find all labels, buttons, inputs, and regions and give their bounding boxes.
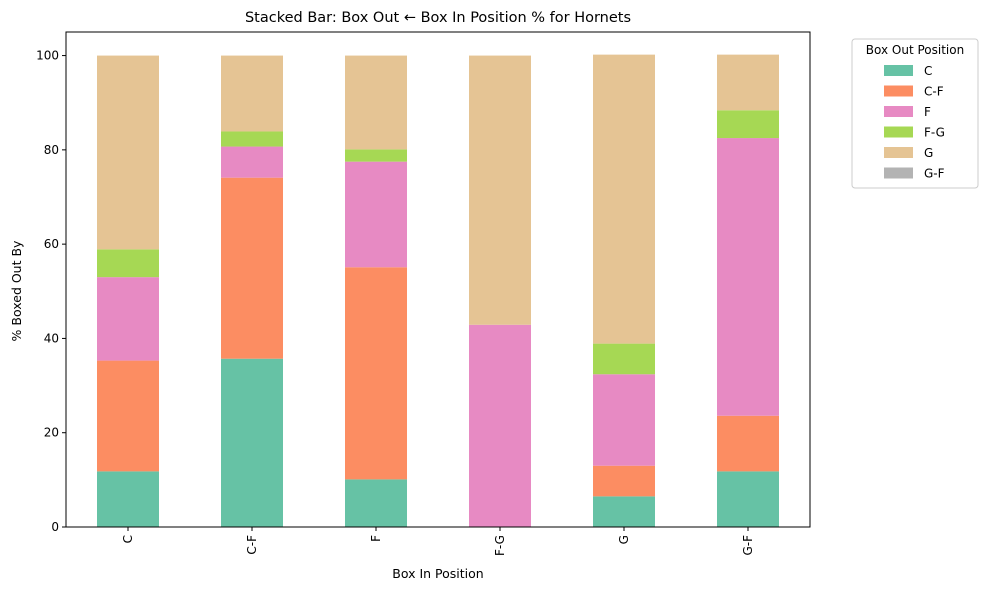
y-tick-label: 100: [36, 49, 59, 63]
bar-segment-C-F-G: [221, 55, 283, 132]
bar-segment-G-C-F: [593, 465, 655, 497]
bar-segment-G-F-G: [593, 343, 655, 375]
legend-box: [851, 38, 979, 189]
x-tick-label: F: [369, 535, 383, 542]
legend-swatch: [884, 106, 913, 117]
x-tick-label: G: [617, 535, 631, 544]
bar-segment-C-F-F-G: [221, 131, 283, 147]
legend-label: F-G: [924, 126, 945, 140]
bar-segment-G-F-F-G: [717, 110, 779, 139]
legend-swatch: [884, 147, 913, 158]
legend-label: C: [924, 64, 932, 78]
bar-segment-F-G-F: [469, 324, 531, 527]
legend-title: Box Out Position: [866, 43, 964, 57]
y-tick-label: 0: [51, 520, 59, 534]
bar-segment-C-F: [97, 277, 159, 361]
y-tick-label: 20: [44, 426, 59, 440]
legend-swatch: [884, 126, 913, 138]
legend-label: C-F: [924, 85, 944, 99]
bar-segment-G-F-C-F: [717, 415, 779, 472]
legend-swatch: [884, 167, 913, 179]
bar-segment-C-G: [97, 55, 159, 250]
y-tick-label: 40: [44, 331, 59, 345]
bar-segment-F-C: [345, 479, 407, 527]
x-axis-label: Box In Position: [392, 566, 483, 581]
plot-frame: [65, 31, 811, 528]
bar-segment-F-G-G: [469, 55, 531, 325]
y-tick-label: 60: [44, 237, 59, 251]
x-tick-label: G-F: [741, 535, 755, 556]
legend-swatch: [884, 65, 913, 76]
bar-segment-C-F-C-F: [221, 177, 283, 359]
bars-group: [97, 54, 779, 527]
legend: Box Out Position C C-F F F-G G G-F: [851, 38, 979, 189]
legend-swatch: [884, 85, 913, 97]
bar-segment-G-F-G: [717, 54, 779, 111]
y-tick-label: 80: [44, 143, 59, 157]
chart-title: Stacked Bar: Box Out ← Box In Position %…: [245, 10, 631, 26]
bar-segment-C-F-F: [221, 146, 283, 178]
x-tick-label: C-F: [245, 535, 259, 555]
bar-segment-G-G: [593, 54, 655, 344]
bar-segment-G-F: [593, 374, 655, 466]
bar-segment-G-C: [593, 496, 655, 527]
x-tick-label: C: [121, 535, 135, 543]
bar-segment-G-F-F: [717, 138, 779, 416]
bar-segment-C-F-G: [97, 249, 159, 278]
legend-label: G-F: [924, 167, 945, 181]
bar-segment-G-F-C: [717, 471, 779, 527]
bar-segment-F-F-G: [345, 149, 407, 162]
bar-segment-F-G: [345, 55, 407, 150]
bar-segment-F-F: [345, 161, 407, 268]
bar-segment-C-C: [97, 471, 159, 527]
axes-group: 0 20 40 60 80 100 C C-F F F-G G G-F: [36, 31, 811, 556]
x-tick-label: F-G: [493, 535, 507, 556]
bar-segment-C-F-C: [221, 358, 283, 527]
bar-segment-F-C-F: [345, 267, 407, 480]
bar-segment-C-C-F: [97, 360, 159, 472]
legend-label: G: [924, 146, 933, 160]
y-axis-label: % Boxed Out By: [9, 240, 24, 342]
legend-label: F: [924, 105, 931, 119]
